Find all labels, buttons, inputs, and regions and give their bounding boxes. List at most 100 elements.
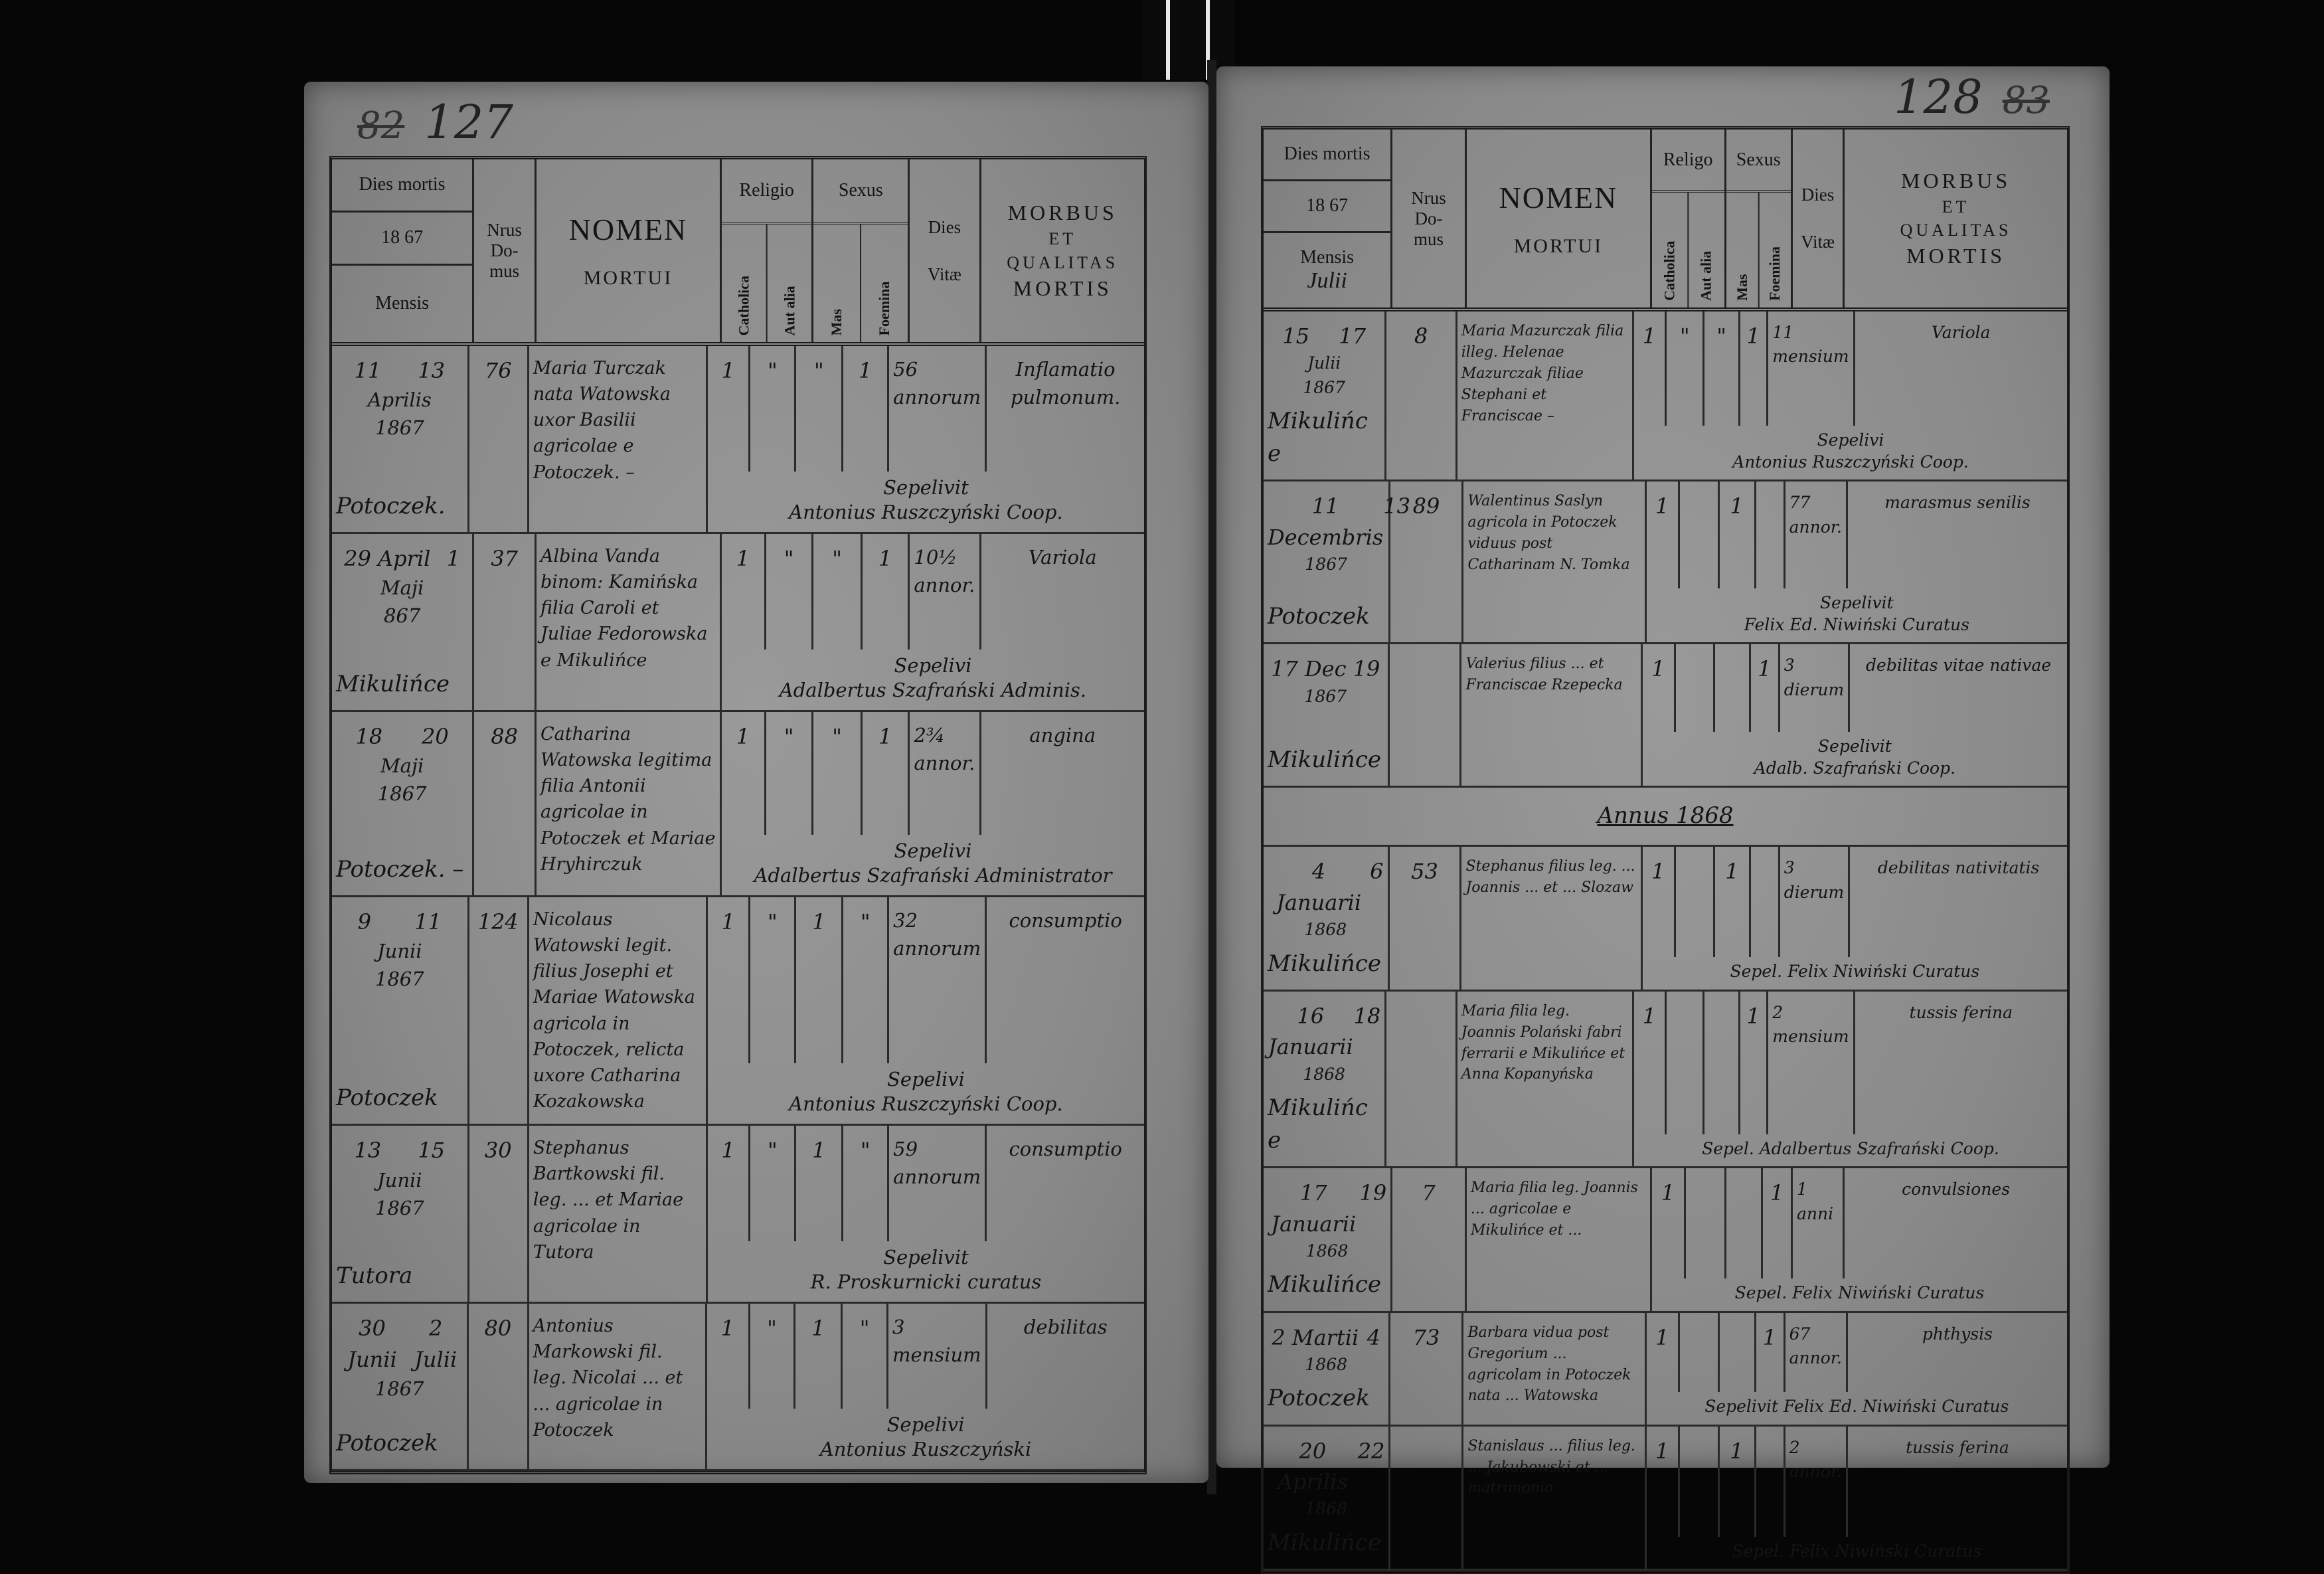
date-month: Junii — [377, 940, 422, 963]
header-aut-alia: Aut alia — [1697, 250, 1714, 301]
mark-cath: 1 — [1647, 481, 1681, 589]
header-dies-mortis-label: Dies mortis — [332, 159, 473, 213]
header-year: 18 67 — [1264, 181, 1391, 233]
mark-fem: 1 — [1751, 644, 1780, 733]
burial-note: Sepelivi Antonius Ruszczyński Coop. — [708, 1063, 1144, 1124]
date-cell: 16 Januarii 18 1868 Mikulińce — [1264, 991, 1387, 1167]
header-nomen: NOMEN — [568, 213, 688, 246]
mark-mas: " — [796, 346, 844, 472]
date-cell: 17 Januarii 19 1868 Mikulińce — [1264, 1168, 1393, 1311]
burial-note-priest: Adalbertus Szafrański Administrator — [754, 864, 1112, 887]
header-nomen-mortui: NOMEN MORTUI — [1467, 130, 1652, 307]
age: 77 annor. — [1785, 481, 1848, 589]
mark-cath: 1 — [1652, 1168, 1687, 1279]
cause-of-death: convulsiones — [1902, 1180, 2011, 1199]
burial-note-verb: Sepelivi — [1817, 430, 1884, 450]
deceased-name: Barbara vidua post Gregorium ... agricol… — [1463, 1312, 1647, 1425]
age: 56 annorum — [889, 346, 987, 472]
burial-day: 22 — [1357, 1438, 1385, 1464]
burial-day: 2 Julii — [414, 1316, 457, 1372]
house-number: 80 — [469, 1304, 529, 1470]
header-dies-vitae: Dies Vitæ — [1793, 130, 1845, 307]
right-page: 128 83 Dies mortis 18 67 Mensis Julii Nrus Do-m… — [1216, 66, 2110, 1574]
date-year: 1868 — [1305, 1241, 1349, 1261]
header-mensis: Mensis — [332, 266, 472, 342]
date-cell: 15 17 Julii 1867 Mikulińce — [1264, 311, 1387, 480]
header-catholica: Catholica — [1651, 193, 1689, 307]
header-dies-vitae: Dies Vitæ — [910, 159, 981, 342]
age: 10½ annor. — [910, 534, 981, 650]
header-month-value: Julii — [1307, 268, 1347, 293]
header-morbus-line: QUALITAS — [1900, 220, 2012, 240]
age: 11 mensium — [1768, 311, 1855, 426]
burial-note-verb: Sepelivi — [894, 654, 972, 677]
burial-note: Sepel. Felix Niwiński Curatus — [1647, 1537, 2067, 1569]
date-month: Junii — [377, 1168, 422, 1191]
house-number: 124 — [469, 897, 529, 1124]
burial-day: 13 — [1383, 493, 1410, 519]
header-foemina: Foemina — [1766, 246, 1784, 301]
burial-note-priest: Sepel. Felix Niwiński Curatus — [1732, 1541, 1982, 1561]
header-dies-mortis: Dies mortis 18 67 Mensis — [332, 159, 475, 342]
date-month: Maji — [380, 576, 424, 600]
register-table: Dies mortis 18 67 Mensis Julii Nrus Do-mus NOM… — [1261, 126, 2070, 1574]
cause-of-death: debilitas vitae nativae — [1866, 656, 2052, 675]
date-cell: 9 11 Junii 1867 Potoczek — [332, 897, 469, 1124]
house-number: 76 — [469, 346, 529, 532]
burial-note: Sepelivit Felix Ed. Niwiński Curatus — [1647, 588, 2067, 642]
burial-note-verb: Sepelivit — [1817, 737, 1892, 756]
date-cell: 13 15 Junii 1867 Tutora — [332, 1126, 469, 1302]
header-morbus-line: MORTIS — [1906, 244, 2006, 268]
header-foemina: Foemina — [876, 281, 893, 335]
age: 2 mensium — [1768, 991, 1855, 1134]
header-religio-subs: Catholica Aut alia — [721, 224, 811, 342]
table-row: 13 15 Junii 1867 Tutora 30 Stephanus Bartkowsk… — [332, 1126, 1144, 1304]
mark-cath: 1 — [1647, 1426, 1681, 1537]
house-number: 8 — [1386, 311, 1457, 480]
deceased-name: Catharina Watowska legitima filia Antoni… — [537, 712, 722, 895]
header-dies-vitae-line: Vitæ — [927, 264, 961, 284]
header-religio: Religio Catholica Aut alia — [721, 159, 814, 342]
date-year: 1867 — [1303, 377, 1345, 397]
cause-of-death: tussis ferina — [1909, 1002, 2013, 1022]
place-name: Potoczek. – — [336, 855, 464, 883]
header-morbus: MORBUS ET QUALITAS MORTIS — [981, 159, 1145, 342]
age: 67 annor. — [1785, 1312, 1848, 1393]
date-cell: 29 April 1 Maji 867 Mikulińce — [332, 534, 475, 710]
date-numbers: 17 Januarii 19 — [1268, 1178, 1386, 1239]
date-numbers: 4 Januarii 6 — [1268, 856, 1383, 918]
header-nrus-domus-line: Nrus — [1411, 187, 1446, 208]
burial-day: 19 — [1359, 1180, 1387, 1206]
date-year: 1867 — [377, 782, 427, 806]
mark-cath: 1 — [1643, 847, 1676, 958]
place-name: Mikulińce — [1268, 1271, 1381, 1298]
header-sexus-label: Sexus — [813, 159, 908, 224]
age: 1 anni — [1793, 1168, 1845, 1279]
date-month: Aprilis — [367, 389, 432, 412]
table-row: 11 13 Aprilis 1867 Potoczek. 76 Maria Turczak … — [332, 346, 1144, 534]
date-cell: 2 Martii 4 1868 Potoczek — [1264, 1312, 1391, 1425]
burial-note: Sepelivi Adalbertus Szafrański Administra… — [722, 835, 1144, 895]
death-day: 17 Januarii — [1271, 1180, 1357, 1237]
header-mortui: MORTUI — [1513, 234, 1604, 257]
table-row: 18 20 Maji 1867 Potoczek. –88 Catharina Watow… — [332, 712, 1144, 897]
cause-of-death: consumptio — [1009, 909, 1122, 932]
age: 3 dierum — [1780, 847, 1851, 958]
date-year: 1868 — [1305, 1355, 1348, 1375]
deceased-name: Walentinus Saslyn agricola in Potoczek v… — [1463, 481, 1647, 643]
death-day: 30 Junii — [347, 1316, 397, 1372]
header-nrus-domus-line: mus — [489, 261, 520, 281]
age: 2¾ annor. — [910, 712, 981, 835]
mark-mas — [1720, 1312, 1756, 1393]
place-name: Mikulińce — [1268, 746, 1381, 774]
date-numbers: 20 Aprilis 22 — [1268, 1436, 1385, 1498]
date-year: 1867 — [374, 416, 424, 440]
cause-of-death: marasmus senilis — [1884, 493, 2031, 513]
mark-mas: 1 — [1715, 847, 1752, 958]
deceased-name: Antonius Markowski fil. leg. Nicolai ...… — [529, 1304, 708, 1470]
folio-value: 127 — [424, 95, 513, 149]
death-day: 15 — [1282, 323, 1309, 349]
cause-of-death: debilitas — [1023, 1316, 1108, 1339]
header-morbus-line: QUALITAS — [1007, 252, 1119, 272]
burial-note-priest: Adalb. Szafrański Coop. — [1754, 758, 1956, 778]
